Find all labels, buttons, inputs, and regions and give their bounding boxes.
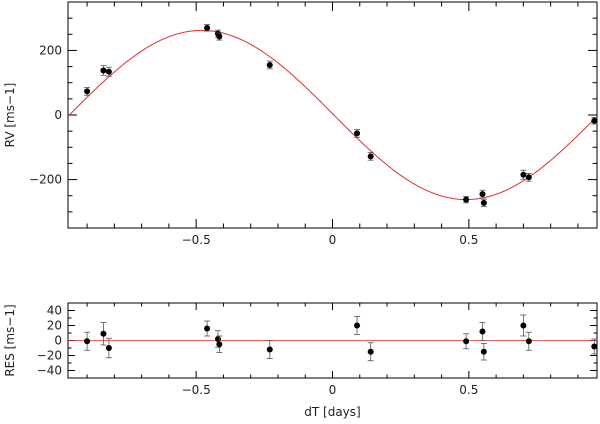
data-point xyxy=(463,338,470,345)
x-tick-label: 0.5 xyxy=(459,233,478,247)
x-tick-label: −0.5 xyxy=(182,383,211,397)
x-tick-label: 0 xyxy=(329,383,337,397)
data-point xyxy=(480,199,487,206)
y-tick-label: 0 xyxy=(54,334,62,348)
y-axis-label: RES [ms−1] xyxy=(3,304,17,376)
y-tick-label: −200 xyxy=(29,173,62,187)
y-tick-label: 20 xyxy=(47,319,62,333)
data-point xyxy=(266,61,273,68)
y-axis-label: RV [ms−1] xyxy=(3,83,17,148)
data-point xyxy=(479,328,486,335)
data-point xyxy=(266,346,273,353)
data-point xyxy=(367,348,374,355)
data-point xyxy=(354,322,361,329)
data-point xyxy=(463,196,470,203)
data-point xyxy=(204,325,211,332)
data-point xyxy=(204,24,211,31)
rv-panel: −0.5 0 0.5 −200 0 200 RV [ms−1] xyxy=(3,1,598,247)
x-tick-label: 0.5 xyxy=(459,383,478,397)
x-axis-label: dT [days] xyxy=(304,405,360,419)
data-point xyxy=(100,330,107,337)
data-point xyxy=(354,130,361,137)
y-tick-label: −40 xyxy=(37,364,62,378)
data-point xyxy=(520,171,527,178)
data-point xyxy=(105,68,112,75)
data-point xyxy=(591,117,598,124)
data-point xyxy=(367,153,374,160)
data-point xyxy=(100,67,107,74)
data-point xyxy=(591,343,598,350)
y-tick-label: 0 xyxy=(54,108,62,122)
data-point xyxy=(525,338,532,345)
data-point xyxy=(216,341,223,348)
data-point xyxy=(84,338,91,345)
model-curve xyxy=(67,29,598,201)
y-tick-label: 200 xyxy=(39,43,62,57)
x-tick-label: 0 xyxy=(329,233,337,247)
y-tick-label: 40 xyxy=(47,304,62,318)
data-point xyxy=(84,88,91,95)
plot-frame xyxy=(67,1,598,229)
x-tick-label: −0.5 xyxy=(182,233,211,247)
data-point xyxy=(520,322,527,329)
data-point xyxy=(105,345,112,351)
data-point xyxy=(214,336,221,342)
data-point xyxy=(525,174,532,181)
data-point xyxy=(216,33,223,40)
data-point xyxy=(479,191,486,198)
y-tick-label: −20 xyxy=(37,349,62,363)
data-point xyxy=(480,348,487,355)
